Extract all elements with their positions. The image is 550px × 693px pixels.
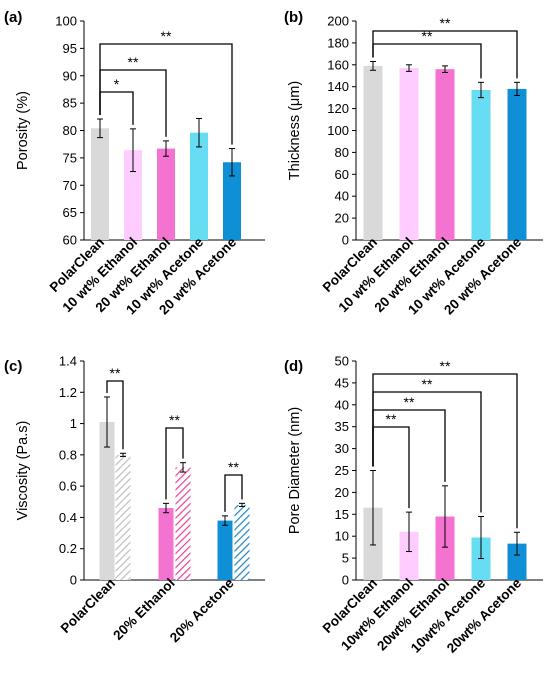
bar xyxy=(507,543,527,580)
bar xyxy=(399,531,419,580)
y-tick-label: 65 xyxy=(63,205,77,220)
y-axis-label: Porosity (%) xyxy=(15,91,31,170)
panel-label: (c) xyxy=(4,358,22,375)
y-tick-label: 15 xyxy=(335,507,349,522)
y-tick-label: 70 xyxy=(63,178,77,193)
y-axis-label: Thickness (μm) xyxy=(287,81,303,180)
significance-label: ** xyxy=(228,459,239,475)
bar xyxy=(363,65,383,241)
bar xyxy=(507,88,527,240)
significance-bracket xyxy=(224,474,243,512)
y-tick-label: 85 xyxy=(63,96,77,111)
y-tick-label: 180 xyxy=(327,35,349,50)
y-tick-label: 0.4 xyxy=(59,510,77,525)
bar xyxy=(158,508,174,580)
significance-label: ** xyxy=(422,376,433,392)
y-tick-label: 60 xyxy=(335,167,349,182)
y-tick-label: 0 xyxy=(342,233,349,248)
y-tick-label: 120 xyxy=(327,101,349,116)
significance-label: ** xyxy=(440,15,451,31)
y-tick-label: 5 xyxy=(342,551,349,566)
significance-label: ** xyxy=(161,28,172,44)
bar xyxy=(175,467,191,580)
y-tick-label: 1.2 xyxy=(59,385,77,400)
y-tick-label: 1.4 xyxy=(59,354,77,369)
significance-bracket xyxy=(372,43,482,79)
y-tick-label: 140 xyxy=(327,79,349,94)
significance-label: ** xyxy=(128,54,139,70)
y-tick-label: 10 xyxy=(335,529,349,544)
y-tick-label: 30 xyxy=(335,441,349,456)
bar xyxy=(471,89,491,240)
significance-label: ** xyxy=(422,28,433,44)
bar xyxy=(115,454,131,580)
y-tick-label: 25 xyxy=(335,463,349,478)
significance-label: ** xyxy=(386,411,397,427)
significance-label: ** xyxy=(440,358,451,374)
y-tick-label: 90 xyxy=(63,68,77,83)
significance-label: ** xyxy=(110,365,121,381)
y-tick-label: 0.6 xyxy=(59,479,77,494)
y-tick-label: 50 xyxy=(335,354,349,369)
y-tick-label: 100 xyxy=(327,123,349,138)
significance-bracket xyxy=(372,30,518,79)
y-axis-label: Viscosity (Pa.s) xyxy=(15,421,31,521)
y-tick-label: 35 xyxy=(335,419,349,434)
y-tick-label: 80 xyxy=(335,145,349,160)
bar xyxy=(435,69,455,241)
y-tick-label: 100 xyxy=(55,14,77,29)
significance-label: ** xyxy=(404,394,415,410)
bar xyxy=(435,516,455,580)
y-axis-label: Pore Diameter (nm) xyxy=(287,407,303,534)
significance-bracket xyxy=(99,91,134,125)
y-tick-label: 160 xyxy=(327,57,349,72)
bar xyxy=(91,128,109,240)
y-tick-label: 0.8 xyxy=(59,447,77,462)
x-tick-label: 20% Acetone xyxy=(167,575,237,645)
y-tick-label: 0.2 xyxy=(59,541,77,556)
y-tick-label: 75 xyxy=(63,150,77,165)
bar xyxy=(217,520,233,580)
y-tick-label: 20 xyxy=(335,485,349,500)
panel-label: (a) xyxy=(4,9,22,26)
y-tick-label: 1 xyxy=(70,416,77,431)
significance-bracket xyxy=(372,426,410,509)
bar xyxy=(99,422,115,580)
bar xyxy=(157,148,175,240)
y-tick-label: 40 xyxy=(335,397,349,412)
y-tick-label: 95 xyxy=(63,41,77,56)
y-tick-label: 45 xyxy=(335,375,349,390)
panel-label: (b) xyxy=(284,9,303,26)
panel-2: (b) 0 20 40 60 80 100 120 140 160 180 200 Thickness … xyxy=(284,9,543,317)
y-tick-label: 20 xyxy=(335,211,349,226)
y-tick-label: 80 xyxy=(63,123,77,138)
significance-bracket xyxy=(99,43,233,145)
panel-label: (d) xyxy=(284,358,303,375)
y-tick-label: 200 xyxy=(327,14,349,29)
bar xyxy=(124,150,142,240)
panel-4: (d) 0 5 10 15 20 25 30 35 40 45 50 Pore Diameter (nm… xyxy=(284,354,543,656)
significance-bracket xyxy=(165,427,184,500)
y-tick-label: 0 xyxy=(70,573,77,588)
y-tick-label: 0 xyxy=(342,573,349,588)
y-tick-label: 60 xyxy=(63,233,77,248)
panel-3: (c) 0 0.2 0.4 0.6 0.8 1 1.2 1.4 Viscosity (Pa.s) P… xyxy=(4,354,265,645)
bar xyxy=(190,132,208,240)
y-tick-label: 40 xyxy=(335,189,349,204)
bar xyxy=(223,162,241,240)
bar xyxy=(234,504,250,580)
bar xyxy=(399,68,419,241)
x-tick-label: PolarClean xyxy=(58,576,118,636)
significance-label: * xyxy=(114,76,120,92)
significance-bracket xyxy=(106,380,124,450)
significance-bracket xyxy=(372,373,518,529)
significance-label: ** xyxy=(169,412,180,428)
